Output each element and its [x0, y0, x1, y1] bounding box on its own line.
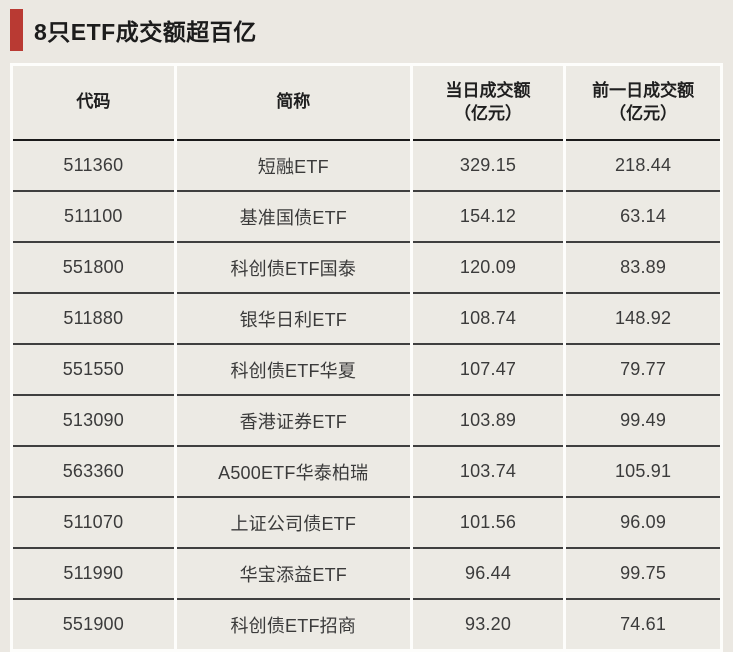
table-row: 551550 科创债ETF华夏 107.47 79.77: [13, 343, 720, 394]
cell-today-turnover: 329.15: [412, 141, 564, 190]
header-name: 简称: [176, 66, 410, 141]
cell-prev-turnover: 96.09: [566, 496, 720, 547]
cell-code: 551550: [13, 343, 174, 394]
header-today-unit: （亿元）: [454, 103, 523, 123]
cell-prev-turnover: 218.44: [566, 141, 720, 190]
cell-prev-turnover: 74.61: [566, 598, 720, 649]
table-row: 511990 华宝添益ETF 96.44 99.75: [13, 547, 720, 598]
cell-code: 551800: [13, 241, 174, 292]
table-body: 511360 短融ETF 329.15 218.44 511100 基准国债ETF 154.…: [13, 141, 720, 649]
header-code-label: 代码: [76, 92, 111, 112]
title-bar: 8只ETF成交额超百亿: [0, 0, 733, 52]
table-row: 511100 基准国债ETF 154.12 63.14: [13, 190, 720, 241]
table-row: 511880 银华日利ETF 108.74 148.92: [13, 292, 720, 343]
header-prev-unit: （亿元）: [609, 103, 678, 123]
cell-prev-turnover: 83.89: [566, 241, 720, 292]
table-row: 551900 科创债ETF招商 93.20 74.61: [13, 598, 720, 649]
cell-today-turnover: 93.20: [412, 598, 564, 649]
table-row: 513090 香港证券ETF 103.89 99.49: [13, 394, 720, 445]
cell-prev-turnover: 99.49: [566, 394, 720, 445]
cell-today-turnover: 96.44: [412, 547, 564, 598]
header-name-label: 简称: [276, 92, 311, 112]
cell-prev-turnover: 63.14: [566, 190, 720, 241]
cell-today-turnover: 103.89: [412, 394, 564, 445]
cell-code: 511100: [13, 190, 174, 241]
cell-today-turnover: 103.74: [412, 445, 564, 496]
cell-prev-turnover: 105.91: [566, 445, 720, 496]
table-row: 563360 A500ETF华泰柏瑞 103.74 105.91: [13, 445, 720, 496]
cell-code: 511880: [13, 292, 174, 343]
cell-code: 563360: [13, 445, 174, 496]
cell-name: 银华日利ETF: [176, 292, 410, 343]
table-row: 511070 上证公司债ETF 101.56 96.09: [13, 496, 720, 547]
page-title: 8只ETF成交额超百亿: [34, 19, 257, 45]
cell-prev-turnover: 148.92: [566, 292, 720, 343]
etf-table: 代码 简称 当日成交额 （亿元） 前一日成交额 （亿元） 511360 短融ETF…: [10, 66, 723, 649]
header-row: 代码 简称 当日成交额 （亿元） 前一日成交额 （亿元）: [13, 66, 720, 141]
table-row: 551800 科创债ETF国泰 120.09 83.89: [13, 241, 720, 292]
cell-code: 511070: [13, 496, 174, 547]
header-today-turnover: 当日成交额 （亿元）: [412, 66, 564, 141]
header-code: 代码: [13, 66, 174, 141]
cell-today-turnover: 120.09: [412, 241, 564, 292]
cell-code: 513090: [13, 394, 174, 445]
cell-name: 科创债ETF招商: [176, 598, 410, 649]
cell-name: 科创债ETF华夏: [176, 343, 410, 394]
cell-name: 基准国债ETF: [176, 190, 410, 241]
cell-today-turnover: 108.74: [412, 292, 564, 343]
etf-table-container: 代码 简称 当日成交额 （亿元） 前一日成交额 （亿元） 511360 短融ETF…: [10, 63, 723, 652]
cell-name: 上证公司债ETF: [176, 496, 410, 547]
cell-today-turnover: 101.56: [412, 496, 564, 547]
cell-prev-turnover: 79.77: [566, 343, 720, 394]
cell-today-turnover: 154.12: [412, 190, 564, 241]
cell-name: 香港证券ETF: [176, 394, 410, 445]
cell-code: 551900: [13, 598, 174, 649]
cell-today-turnover: 107.47: [412, 343, 564, 394]
header-today-label: 当日成交额: [445, 80, 531, 100]
cell-name: A500ETF华泰柏瑞: [176, 445, 410, 496]
cell-name: 华宝添益ETF: [176, 547, 410, 598]
cell-name: 科创债ETF国泰: [176, 241, 410, 292]
table-row: 511360 短融ETF 329.15 218.44: [13, 141, 720, 190]
header-prev-turnover: 前一日成交额 （亿元）: [566, 66, 720, 141]
cell-code: 511360: [13, 141, 174, 190]
cell-code: 511990: [13, 547, 174, 598]
table-header: 代码 简称 当日成交额 （亿元） 前一日成交额 （亿元）: [13, 66, 720, 141]
header-prev-label: 前一日成交额: [592, 80, 695, 100]
cell-prev-turnover: 99.75: [566, 547, 720, 598]
accent-bar: [10, 9, 23, 51]
cell-name: 短融ETF: [176, 141, 410, 190]
